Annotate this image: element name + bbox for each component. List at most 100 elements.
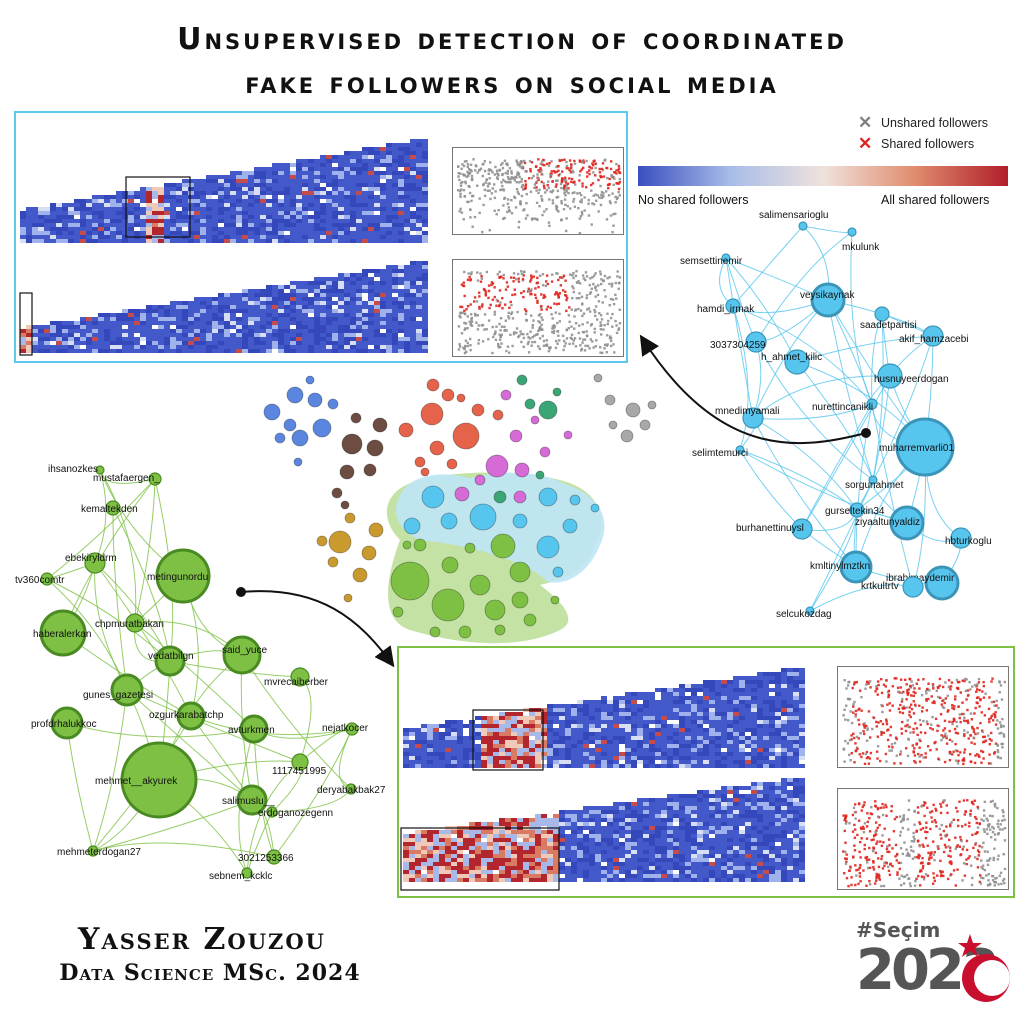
shared-point [945, 804, 949, 807]
shared-point [952, 750, 955, 753]
unshared-point [579, 309, 583, 312]
unshared-point [457, 175, 460, 178]
graph-edge [827, 299, 874, 481]
unshared-point [535, 270, 538, 273]
shared-point [937, 757, 940, 760]
unshared-point [571, 296, 574, 300]
shared-point [863, 762, 867, 766]
shared-point [582, 159, 585, 162]
shared-point [909, 703, 913, 706]
unshared-point [982, 819, 985, 822]
unshared-point [503, 196, 507, 200]
unshared-point [909, 884, 912, 888]
shared-point [850, 734, 853, 737]
unshared-point [611, 298, 615, 301]
graph-node [241, 867, 253, 879]
shared-point [517, 277, 520, 280]
shared-point [963, 874, 967, 877]
unshared-point [906, 754, 910, 758]
unshared-point [469, 208, 472, 211]
shared-point [884, 685, 887, 688]
shared-point [924, 752, 927, 755]
shared-point [921, 861, 924, 864]
unshared-point [955, 725, 959, 728]
unshared-point [999, 756, 1003, 760]
unshared-point [581, 161, 584, 164]
unshared-point [495, 169, 499, 172]
shared-point [941, 801, 945, 804]
graph-edge [752, 403, 873, 420]
shared-point [909, 715, 912, 719]
shared-point [890, 805, 893, 808]
shared-point [887, 745, 891, 748]
unshared-point [888, 749, 891, 752]
shared-point [939, 833, 942, 837]
shared-point [565, 166, 568, 170]
shared-point [902, 707, 905, 710]
unshared-point [594, 305, 598, 308]
shared-point [543, 295, 547, 299]
shared-point [875, 687, 879, 691]
unshared-point [565, 160, 568, 164]
unshared-point [566, 204, 569, 208]
unshared-point [597, 284, 600, 287]
shared-point [992, 712, 996, 716]
highlight-box [19, 292, 33, 356]
unshared-point [464, 339, 468, 342]
unshared-point [525, 192, 528, 196]
unshared-point [524, 312, 528, 316]
unshared-point [593, 331, 596, 334]
unshared-point [907, 725, 910, 728]
community-node [413, 538, 427, 552]
unshared-point [493, 173, 496, 176]
shared-point [850, 751, 853, 755]
shared-point [916, 733, 919, 737]
unshared-point [503, 180, 507, 183]
unshared-point [963, 716, 966, 719]
shared-point [880, 844, 884, 848]
community-node [474, 474, 486, 486]
community-node [509, 429, 523, 443]
unshared-point [930, 723, 933, 726]
shared-point [930, 856, 933, 859]
shared-point [460, 305, 464, 309]
unshared-point [518, 162, 521, 166]
unshared-point [611, 176, 614, 179]
unshared-point [591, 202, 594, 205]
shared-point [957, 759, 960, 763]
unshared-point [517, 335, 520, 339]
unshared-point [987, 734, 990, 737]
unshared-point [469, 313, 473, 316]
community-node [456, 393, 466, 403]
unshared-point [936, 695, 940, 699]
unshared-point [582, 338, 585, 341]
shared-point [880, 678, 883, 681]
unshared-point [843, 679, 846, 682]
unshared-point [865, 683, 868, 686]
shared-point [974, 832, 977, 836]
unshared-point [986, 850, 989, 853]
community-node [441, 388, 455, 402]
shared-point [977, 696, 980, 699]
shared-point [564, 279, 567, 282]
unshared-point [487, 182, 490, 185]
graph-edge [92, 842, 275, 858]
shared-point [853, 828, 857, 831]
unshared-point [996, 750, 1000, 754]
shared-point [560, 158, 564, 162]
shared-point [898, 691, 901, 694]
shared-point [568, 177, 571, 180]
unshared-point [469, 323, 473, 327]
node-label: selcukozdag [776, 609, 832, 620]
shared-point [935, 748, 938, 751]
shared-point [924, 731, 927, 735]
unshared-point [551, 199, 555, 202]
unshared-point [506, 175, 510, 179]
unshared-point [578, 231, 582, 234]
shared-point [876, 840, 879, 843]
shared-point [473, 296, 477, 299]
unshared-point [612, 224, 615, 227]
shared-point [974, 754, 977, 757]
unshared-point [469, 216, 472, 219]
unshared-point [885, 760, 888, 763]
